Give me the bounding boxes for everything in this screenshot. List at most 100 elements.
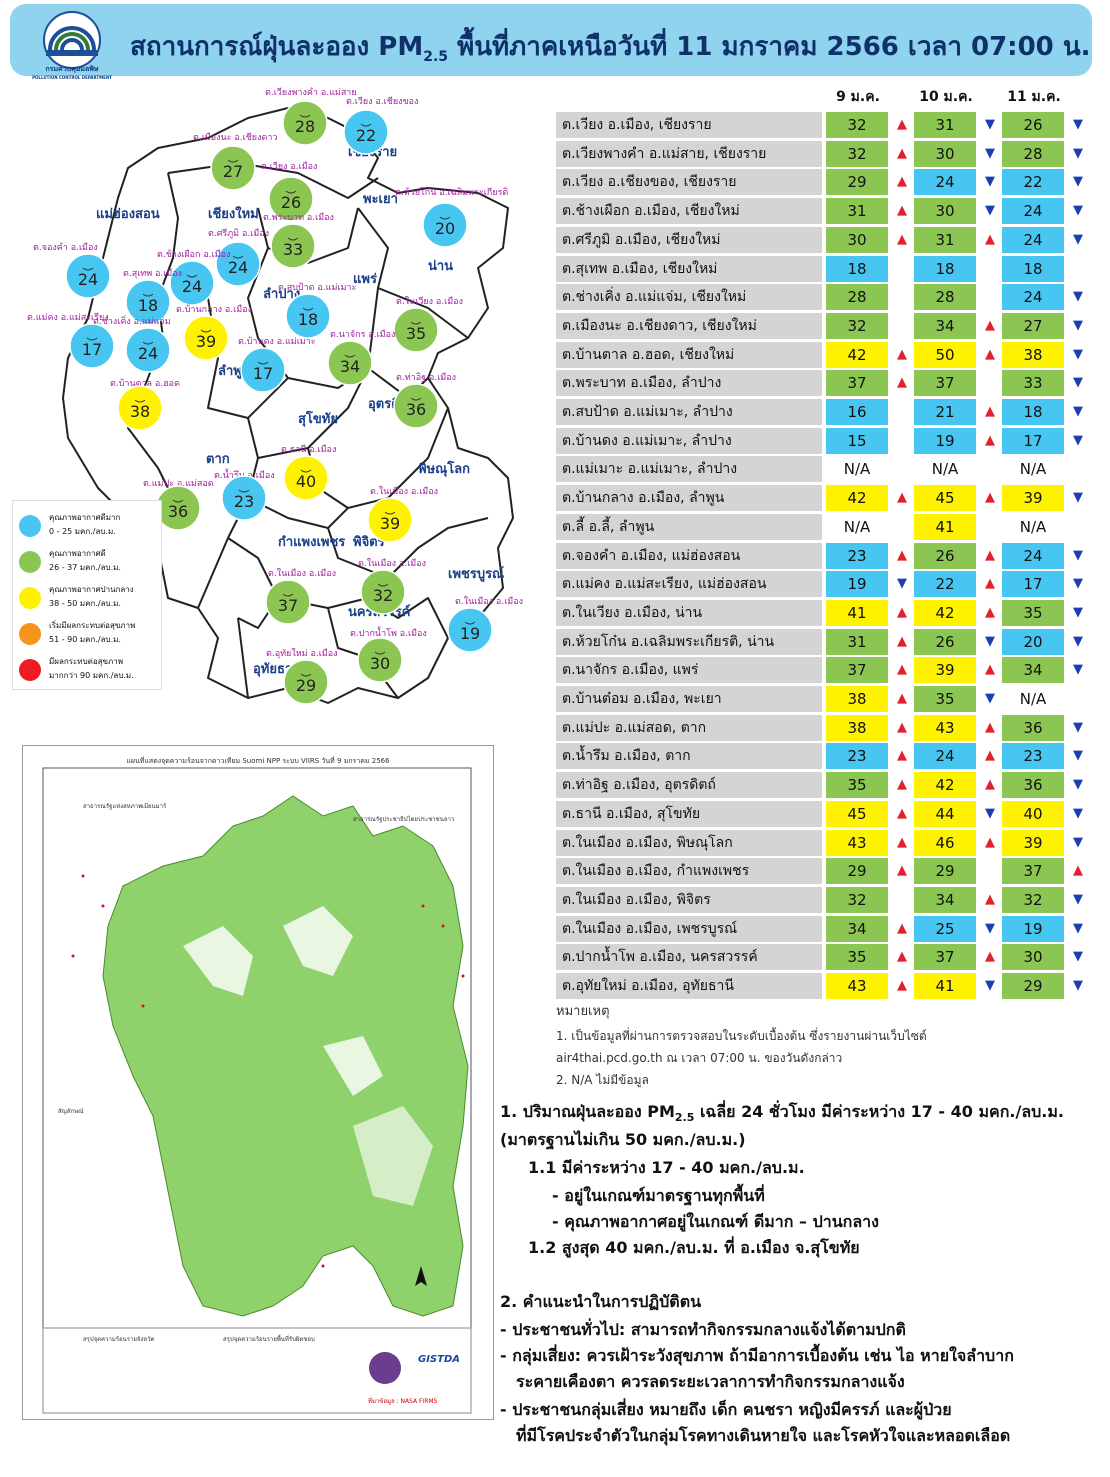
pm25-value: 18 [1002, 255, 1064, 282]
trend-down-icon: ▼ [1073, 231, 1083, 247]
summary-line-10: ระคายเคืองตา ควรลดระยะเวลาการทำกิจกรรมกล… [516, 1372, 905, 1391]
station-label: ต.ช้างเผือก อ.เมือง [157, 249, 230, 260]
station-name: ต.เวียง อ.เชียงของ, เชียงราย [556, 169, 822, 196]
pm25-value: 23 [1002, 743, 1064, 770]
station-name: ต.บ้านกลาง อ.เมือง, ลำพูน [556, 485, 822, 512]
table-row: ต.เวียง อ.เมือง, เชียงราย 32 ▲ 31 ▼ 26 ▼ [556, 112, 1096, 138]
aqi-value: 24 [228, 258, 248, 277]
summary-line-6: 1.2 สูงสุด 40 มคก./ลบ.ม. ที่ อ.เมือง จ.ส… [528, 1238, 860, 1257]
pm25-value: N/A [1002, 686, 1064, 712]
trend-up-icon: ▲ [897, 117, 907, 132]
trend-up-icon: ▲ [985, 891, 995, 907]
aqi-value: 28 [295, 117, 315, 136]
pm25-value: N/A [1002, 456, 1064, 483]
station-label: ต.ท่าอิฐ อ.เมือง [396, 372, 456, 383]
aqi-value: 24 [182, 277, 202, 296]
trend-up-icon: ▲ [897, 145, 907, 161]
table-row: ต.แม่คง อ.แม่สะเรียง, แม่ฮ่องสอน 19 ▼ 22 ▲ 17… [556, 571, 1096, 598]
station-name: ต.ในเมือง อ.เมือง, พิจิตร [556, 886, 822, 913]
trend-up-icon: ▲ [897, 978, 907, 993]
station-name: ต.แม่ปะ อ.แม่สอด, ตาก [556, 714, 822, 741]
pm25-value: 39 [914, 657, 976, 684]
pm25-value: 24 [1002, 284, 1064, 311]
trend-down-icon: ▼ [1073, 719, 1083, 735]
smile-icon [200, 329, 212, 333]
pm25-value: 32 [826, 112, 888, 138]
trend-down-icon: ▼ [1073, 317, 1083, 333]
trend-up-icon: ▲ [897, 949, 907, 965]
aqi-value: 36 [406, 400, 426, 419]
header-banner: กรมควบคุมมลพิษ POLLUTION CONTROL DEPARTM… [10, 4, 1092, 80]
station-name: ต.บ้านต๋อม อ.เมือง, พะเยา [556, 686, 822, 712]
title-pre: สถานการณ์ฝุ่นละออง PM [130, 32, 424, 62]
station-name: ต.ช่างเคิ่ง อ.แม่แจ่ม, เชียงใหม่ [556, 284, 822, 311]
pm25-value: N/A [914, 456, 976, 483]
trend-down-icon: ▼ [1073, 145, 1083, 161]
aqi-value: 18 [138, 296, 158, 315]
pm25-value: 43 [826, 973, 888, 999]
table-row: ต.ในเวียง อ.เมือง, น่าน 41 ▲ 42 ▲ 35 ▼ [556, 599, 1096, 626]
pm25-value: 37 [826, 657, 888, 684]
summary-line-11: - ประชาชนกลุ่มเสี่ยง หมายถึง เด็ก คนชรา … [500, 1400, 952, 1419]
pm25-value: 35 [826, 944, 888, 971]
station-name: ต.ในเมือง อ.เมือง, พิษณุโลก [556, 829, 822, 856]
trend-up-icon: ▲ [1073, 863, 1083, 879]
smile-icon [282, 593, 294, 597]
pm25-value: 29 [826, 169, 888, 196]
trend-up-icon: ▲ [897, 604, 907, 620]
summary-line-4: - อยู่ในเกณฑ์มาตรฐานทุกพื้นที่ [552, 1186, 765, 1205]
station-name: ต.ธานี อ.เมือง, สุโขทัย [556, 800, 822, 827]
aqi-circle [117, 385, 163, 431]
column-header: 9 ม.ค. [836, 89, 880, 105]
aqi-circle [393, 383, 439, 429]
pm25-value: 19 [826, 571, 888, 598]
trend-down-icon: ▼ [985, 920, 995, 936]
aqi-value: 20 [435, 219, 455, 238]
pm25-value: 34 [826, 915, 888, 942]
trend-down-icon: ▼ [1073, 490, 1083, 506]
summary-l1-sub: 2.5 [674, 1111, 695, 1125]
pm25-value: 20 [1002, 628, 1064, 655]
trend-up-icon: ▲ [985, 949, 995, 965]
legend-range: มากกว่า 90 มคก./ลบ.ม. [49, 671, 134, 680]
trend-down-icon: ▼ [1073, 748, 1083, 764]
station-name: ต.ในเวียง อ.เมือง, น่าน [556, 599, 822, 626]
pm25-value: 26 [914, 542, 976, 569]
station-label: ต.เมืองนะ อ.เชียงดาว [193, 132, 277, 143]
pm25-value: N/A [826, 456, 888, 483]
pm25-value: N/A [826, 513, 888, 540]
aqi-value: 40 [296, 472, 316, 491]
aqi-circle [283, 659, 329, 705]
pm25-value: 18 [826, 255, 888, 282]
pm25-value: 31 [826, 198, 888, 225]
gistda-logo: GISTDA [418, 1354, 460, 1365]
smile-icon [86, 337, 98, 341]
trend-up-icon: ▲ [897, 691, 907, 706]
smile-icon [302, 307, 314, 311]
pm25-value: 42 [914, 599, 976, 626]
trend-up-icon: ▲ [985, 346, 995, 362]
aqi-value: 32 [373, 586, 393, 605]
symbol-legend-title: สัญลักษณ์ [58, 1108, 84, 1115]
station-label: ต.ในเมือง อ.เมือง [358, 558, 426, 569]
aqi-value: 22 [356, 126, 376, 145]
station-label: ต.เวียงพางคำ อ.แม่สาย [265, 87, 357, 98]
pm25-value: 24 [1002, 198, 1064, 225]
table-row: ต.ปากน้ำโพ อ.เมือง, นครสวรรค์ 35 ▲ 37 ▲ 30 ▼ [556, 944, 1096, 971]
trend-down-icon: ▼ [1073, 805, 1083, 821]
smile-icon [384, 511, 396, 515]
trend-down-icon: ▼ [897, 576, 907, 592]
station-label: ต.ศรีภูมิ อ.เมือง [208, 228, 269, 239]
table-row: ต.นาจักร อ.เมือง, แพร่ 37 ▲ 39 ▲ 34 ▼ [556, 657, 1096, 684]
smile-icon [410, 321, 422, 325]
map-circles: ต.เวียงพางคำ อ.แม่สาย 28 ต.เวียง อ.เชียงขอ… [27, 87, 523, 705]
trend-down-icon: ▼ [1073, 949, 1083, 965]
aqi-circle [357, 637, 403, 683]
table-row: ต.ในเมือง อ.เมือง, พิจิตร 32 34 ▲ 32 ▼ [556, 886, 1096, 913]
station-label: ต.แม่คง อ.แม่สะเรียง [27, 312, 109, 323]
pm25-value: 35 [914, 686, 976, 712]
station-name: ต.ห้วยโก๋น อ.เฉลิมพระเกียรติ, น่าน [556, 628, 822, 655]
table-row: ต.ในเมือง อ.เมือง, กำแพงเพชร 29 ▲ 29 37 ▲ [556, 858, 1096, 885]
table-row: ต.บ้านต๋อม อ.เมือง, พะเยา 38 ▲ 35 ▼ N/A [556, 686, 1096, 712]
aqi-circle [360, 569, 406, 615]
